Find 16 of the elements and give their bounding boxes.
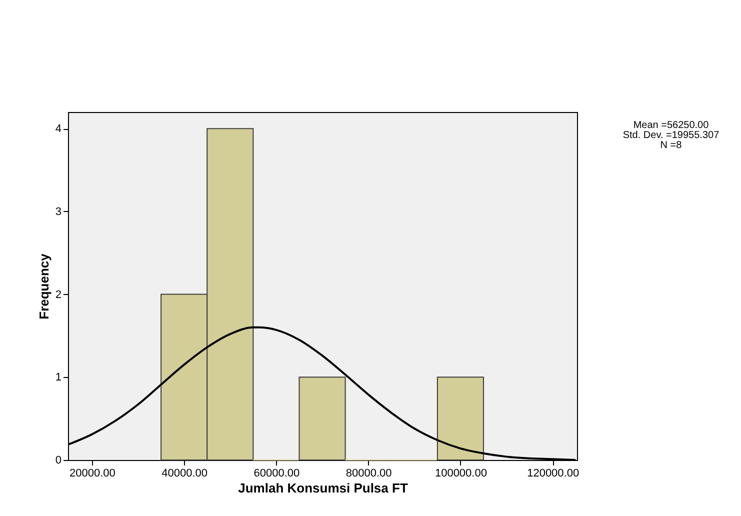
- text: Std. Dev. =19955.307: [622, 130, 720, 141]
- y-axis-title: Frequency: [36, 252, 52, 320]
- x-tick-label: 100000.00: [434, 468, 487, 480]
- text: Mean =56250.00: [633, 120, 710, 131]
- x-tick-label: 20000.00: [70, 468, 116, 480]
- text: N =8: [660, 140, 682, 151]
- y-tick-label: 1: [55, 372, 62, 384]
- y-tick-label: 0: [55, 454, 62, 466]
- x-axis-title: Jumlah Konsumsi Pulsa FT: [238, 480, 408, 496]
- y-tick-label: 3: [55, 206, 62, 218]
- x-tick-label: 80000.00: [346, 468, 392, 480]
- y-tick-label: 4: [55, 123, 62, 136]
- x-tick-label: 120000.00: [527, 468, 580, 480]
- y-tick-label: 2: [55, 288, 62, 301]
- x-tick-label: 40000.00: [162, 468, 208, 480]
- x-tick-label: 60000.00: [254, 468, 300, 480]
